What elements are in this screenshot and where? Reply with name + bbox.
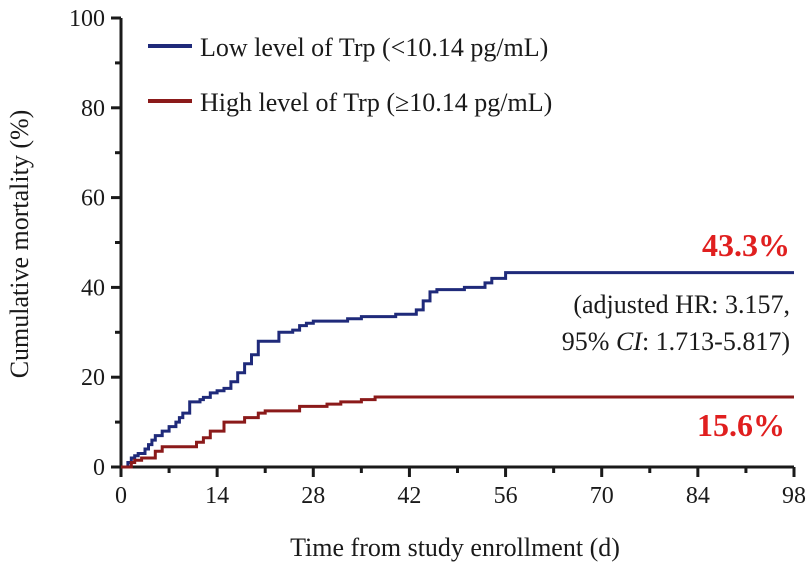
x-tick-label: 42	[397, 483, 421, 509]
y-tick-label: 80	[81, 96, 105, 122]
series-group	[121, 271, 794, 469]
series-line-high	[121, 395, 794, 469]
x-axis-title: Time from study enrollment (d)	[290, 533, 620, 562]
annotation-hr-line2-ci: CI	[616, 327, 643, 356]
y-tick-label: 40	[81, 275, 105, 301]
annotation-high-percent: 15.6%	[697, 407, 785, 443]
x-tick-label: 28	[301, 483, 325, 509]
annotation-hr-line2: 95% CI: 1.713-5.817)	[562, 327, 790, 356]
annotation-hr-line1: (adjusted HR: 3.157,	[573, 290, 790, 319]
y-tick-label: 20	[81, 365, 105, 391]
x-tick-label: 14	[205, 483, 229, 509]
legend-label-high: High level of Trp (≥10.14 pg/mL)	[200, 88, 552, 117]
annotation-low-percent: 43.3%	[702, 227, 790, 263]
legend: Low level of Trp (<10.14 pg/mL) High lev…	[148, 33, 552, 117]
y-tick-label: 60	[81, 186, 105, 212]
axes: 0 20 40 60 80 100 0 14 28 42 56 70 84 98	[69, 6, 806, 509]
x-tick-label: 98	[782, 483, 806, 509]
x-tick-label: 70	[590, 483, 614, 509]
y-axis-title: Cumulative mortality (%)	[5, 110, 34, 379]
annotations: 43.3% (adjusted HR: 3.157, 95% CI: 1.713…	[562, 227, 790, 443]
annotation-hr-line2-prefix: 95%	[562, 327, 616, 356]
series-line-low	[121, 271, 794, 469]
x-tick-label: 0	[115, 483, 127, 509]
y-tick-label: 100	[69, 6, 105, 32]
x-tick-label: 84	[686, 483, 710, 509]
x-tick-label: 56	[494, 483, 518, 509]
y-tick-label: 0	[93, 455, 105, 481]
annotation-hr-line2-suffix: : 1.713-5.817)	[642, 327, 790, 356]
legend-label-low: Low level of Trp (<10.14 pg/mL)	[200, 33, 548, 62]
